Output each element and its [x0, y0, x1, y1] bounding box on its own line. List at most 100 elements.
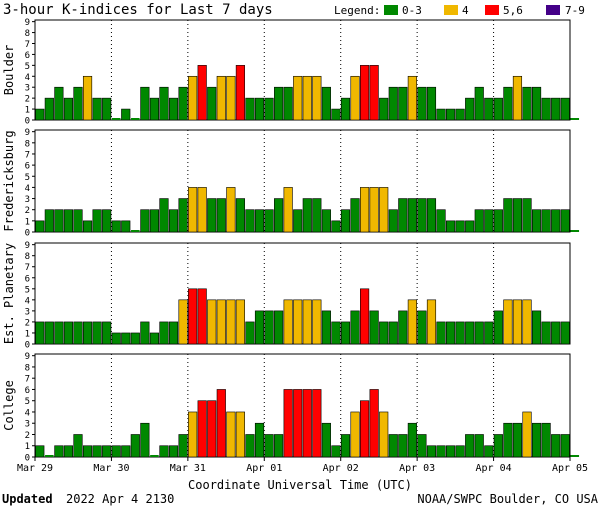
bar	[503, 198, 513, 233]
bar	[446, 220, 456, 233]
bar	[379, 97, 389, 121]
bar	[436, 445, 446, 458]
bar	[312, 75, 322, 121]
bar	[121, 108, 131, 121]
bar	[216, 389, 226, 458]
bar	[254, 422, 265, 458]
bar	[73, 321, 83, 345]
bar	[503, 299, 513, 345]
bar	[102, 97, 112, 121]
bar	[417, 86, 427, 121]
bar	[216, 299, 226, 345]
y-tick-label: 1	[25, 106, 30, 116]
bar	[178, 86, 188, 121]
bar	[493, 209, 503, 233]
y-tick-label: 4	[25, 296, 30, 306]
bar	[293, 209, 303, 233]
bar	[446, 321, 456, 345]
y-tick-label: 1	[25, 329, 30, 339]
updated-value: 2022 Apr 4 2130	[66, 492, 174, 506]
bar	[465, 220, 475, 233]
bar	[35, 220, 45, 233]
bar	[446, 108, 456, 121]
bar	[245, 434, 255, 458]
bar	[407, 299, 417, 345]
bar	[417, 198, 427, 233]
bar	[111, 220, 121, 233]
bar	[360, 288, 370, 345]
bar	[149, 97, 159, 121]
bar	[207, 86, 217, 121]
bar	[512, 422, 523, 458]
bar	[522, 86, 532, 121]
panel-label-fredericksburg: Fredericksburg	[2, 130, 16, 231]
bar	[121, 445, 131, 458]
bar	[570, 118, 580, 120]
bar	[551, 97, 561, 121]
bar	[484, 209, 494, 233]
bar	[474, 86, 484, 121]
x-axis-ticks: Mar 29 Mar 30 Mar 31 Apr 01 Apr 02 Apr 03 Apr …	[17, 457, 588, 474]
bar	[168, 321, 179, 345]
bar	[331, 220, 341, 233]
bar	[35, 445, 45, 458]
bar	[455, 445, 465, 458]
updated-label: Updated	[2, 492, 53, 506]
x-axis-label: Coordinate Universal Time (UTC)	[188, 478, 412, 492]
bar	[235, 65, 245, 121]
bar	[245, 97, 255, 121]
bar	[45, 455, 54, 457]
bar	[274, 434, 284, 458]
bar	[235, 198, 245, 233]
y-tick-label: 6	[25, 51, 30, 61]
y-tick-label: 5	[25, 285, 30, 295]
bar	[312, 198, 322, 233]
bar	[398, 86, 408, 121]
x-tick-label: Apr 05	[552, 463, 588, 474]
bar	[82, 75, 93, 121]
bar	[188, 411, 198, 458]
bar	[302, 299, 312, 345]
bar	[474, 209, 484, 233]
legend-swatch-7-9	[546, 5, 560, 15]
bar	[197, 288, 207, 345]
bar	[360, 187, 370, 233]
bar	[436, 321, 446, 345]
y-tick-label: 8	[25, 29, 30, 39]
bar	[159, 198, 169, 233]
bar	[312, 299, 322, 345]
x-tick-label: Mar 29	[17, 463, 53, 474]
bar	[551, 209, 561, 233]
bar	[92, 445, 102, 458]
bar	[455, 108, 465, 121]
bar	[140, 209, 150, 233]
bar	[426, 445, 437, 458]
y-tick-label: 1	[25, 217, 30, 227]
bar	[111, 445, 121, 458]
legend-text-7-9: 7-9	[565, 4, 585, 17]
bar	[331, 445, 341, 458]
bar	[541, 321, 551, 345]
bar	[159, 445, 169, 458]
panels: 0123456789Boulder0123456789Fredericksbur…	[2, 18, 580, 464]
bar	[264, 310, 274, 345]
bar	[302, 75, 312, 121]
y-tick-label: 3	[25, 307, 30, 317]
bar	[63, 97, 74, 121]
x-tick-label: Mar 31	[170, 463, 206, 474]
y-tick-label: 7	[25, 375, 30, 385]
bar	[417, 434, 427, 458]
bar	[159, 321, 169, 345]
bar	[388, 86, 398, 121]
bar	[63, 321, 74, 345]
bar	[426, 86, 437, 121]
bar	[388, 321, 398, 345]
bar	[512, 75, 523, 121]
bar	[111, 118, 121, 120]
y-tick-label: 0	[25, 117, 30, 127]
bar	[350, 411, 360, 458]
y-tick-label: 2	[25, 318, 30, 328]
bar	[436, 209, 446, 233]
bar	[226, 299, 236, 345]
